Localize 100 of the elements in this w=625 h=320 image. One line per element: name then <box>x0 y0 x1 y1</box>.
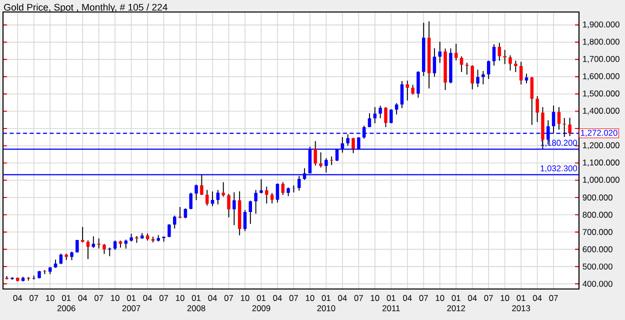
candlestick <box>482 70 485 85</box>
x-tick-label: 07 <box>30 295 38 301</box>
candlestick <box>432 48 436 78</box>
ref-line-label: 1,272.020 <box>580 130 618 137</box>
x-tick-label: 07 <box>224 295 233 301</box>
candlestick <box>265 186 268 204</box>
x-tick-label: 10 <box>176 295 184 301</box>
y-tick-label: 1,600.000 <box>583 73 620 80</box>
x-tick-label: 10 <box>111 295 120 301</box>
candlestick <box>276 183 280 203</box>
candlestick <box>530 76 534 126</box>
y-tick-label: 1,800.000 <box>583 38 620 46</box>
text: 2010 <box>317 305 336 312</box>
candlestick <box>243 209 247 232</box>
candlestick <box>222 182 225 198</box>
y-tick-label: 1,100.000 <box>583 160 620 166</box>
x-tick-label: 07 <box>159 295 168 301</box>
text: 2006 <box>57 305 76 312</box>
candlestick <box>492 44 496 66</box>
y-tick-label: 600.000 <box>582 246 612 252</box>
candlestick <box>384 106 388 128</box>
y-tick-label: 1,000.000 <box>583 176 620 184</box>
text: 2009 <box>252 305 270 312</box>
candlestick <box>438 41 442 64</box>
candlestick <box>189 192 192 210</box>
x-tick-label: 04 <box>338 295 347 301</box>
candlestick <box>568 117 572 137</box>
x-tick-label: 10 <box>500 295 510 301</box>
y-tick-label: 900.000 <box>582 194 612 200</box>
candlestick <box>168 224 171 238</box>
candlestick <box>260 178 263 194</box>
x-tick-label: 04 <box>532 295 542 301</box>
candlestick <box>400 80 404 109</box>
candlestick <box>524 73 528 84</box>
y-tick-label: 700.000 <box>582 229 612 236</box>
x-tick-label: 01 <box>516 295 526 301</box>
candlestick <box>346 134 350 146</box>
x-tick-label: 04 <box>468 295 477 301</box>
candlestick <box>514 60 518 73</box>
x-tick-label: 04 <box>403 295 412 301</box>
candlestick <box>411 84 414 96</box>
ref-line-label: 1,032.300 <box>540 165 578 172</box>
x-tick-label: 07 <box>94 295 104 301</box>
candlestick <box>270 192 274 204</box>
x-tick-label: 10 <box>306 295 314 301</box>
candlestick <box>503 49 506 65</box>
candlestick <box>508 54 512 71</box>
candlestick <box>557 106 561 130</box>
chart-title: Gold Price, Spot , Monthly, # 105 / 224 <box>4 4 168 13</box>
x-tick-label: 04 <box>273 295 282 301</box>
x-tick-label: 07 <box>549 295 558 301</box>
candlestick <box>97 238 100 249</box>
candlestick <box>536 96 539 122</box>
x-tick-label: 04 <box>78 295 88 301</box>
text: 2011 <box>382 305 400 312</box>
x-tick-label: 01 <box>386 295 396 301</box>
y-tick-label: 1,900.000 <box>583 21 620 28</box>
candlestick <box>460 56 464 73</box>
text: 2013 <box>512 305 530 312</box>
x-tick-label: 10 <box>46 295 54 301</box>
candlestick <box>92 236 96 248</box>
text: 2008 <box>187 305 206 312</box>
candlestick <box>108 247 112 257</box>
y-tick-label: 1,200.000 <box>583 142 620 150</box>
candlestick <box>314 140 317 166</box>
candlestick <box>200 174 204 196</box>
x-tick-label: 01 <box>256 295 266 301</box>
x-tick-label: 04 <box>143 295 152 301</box>
candlestick <box>172 215 176 230</box>
candlestick <box>86 240 90 260</box>
candlestick <box>486 60 490 80</box>
candlestick <box>194 184 198 201</box>
text: 2012 <box>447 305 466 312</box>
candlestick <box>406 80 410 101</box>
candlestick <box>248 200 252 224</box>
candlestick <box>281 182 285 196</box>
candlestick <box>476 69 480 88</box>
candlestick <box>216 189 220 205</box>
x-tick-label: 04 <box>13 295 22 301</box>
y-tick-label: 1,500.000 <box>583 90 620 98</box>
x-tick-label: 10 <box>370 295 380 301</box>
candlestick <box>232 192 236 226</box>
y-tick-label: 1,700.000 <box>583 56 620 63</box>
candlestick <box>80 226 84 243</box>
x-tick-label: 07 <box>484 295 493 301</box>
candlestick <box>352 137 355 154</box>
text: 2007 <box>122 305 140 312</box>
y-tick-label: 500.000 <box>582 264 612 270</box>
x-tick-label: 01 <box>452 295 460 301</box>
x-tick-label: 10 <box>436 295 444 301</box>
x-tick-label: 01 <box>322 295 330 301</box>
candlestick <box>102 243 106 254</box>
candlestick <box>394 102 398 115</box>
x-tick-label: 07 <box>289 295 298 301</box>
x-tick-label: 07 <box>419 295 428 301</box>
candlestick <box>378 105 382 119</box>
candlestick <box>470 64 474 90</box>
candlestick <box>76 240 79 253</box>
candlestick <box>519 61 523 85</box>
candlestick <box>416 70 420 98</box>
